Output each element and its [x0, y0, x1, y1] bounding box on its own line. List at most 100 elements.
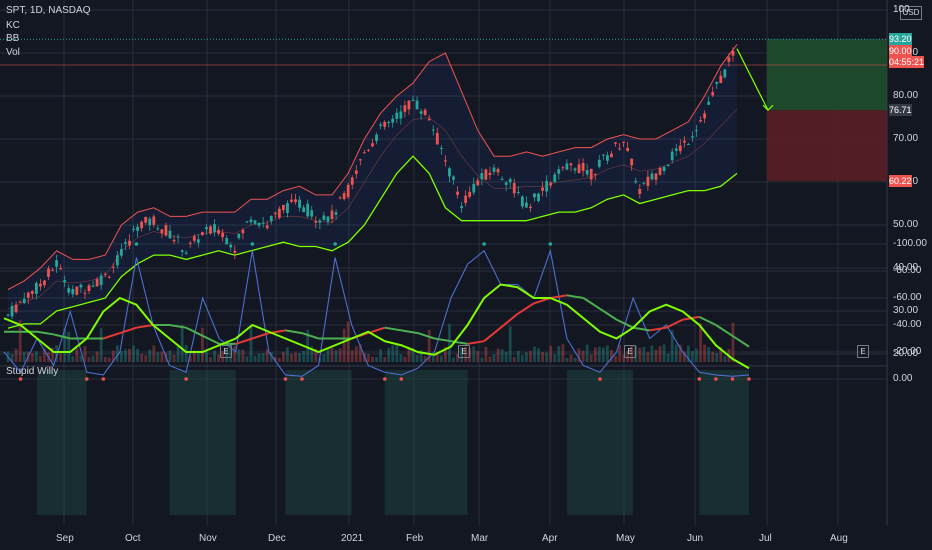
volume-bar — [541, 351, 544, 362]
candle-body — [541, 187, 544, 191]
volume-bar — [273, 356, 277, 362]
osc-zone — [70, 370, 87, 515]
candle-body — [723, 69, 727, 78]
legend-vol[interactable]: Vol — [6, 47, 20, 58]
candle-body — [399, 111, 403, 119]
candle-body — [51, 269, 54, 271]
candle-body — [638, 188, 642, 194]
candle-body — [468, 191, 472, 197]
legend-kc[interactable]: KC — [6, 20, 20, 31]
candle-body — [460, 206, 463, 209]
volume-bar — [79, 355, 83, 362]
candle-body — [342, 193, 346, 200]
candle-body — [464, 195, 468, 203]
earnings-marker[interactable]: E — [624, 345, 636, 358]
candle-body — [269, 215, 273, 222]
overbought-dot — [18, 377, 23, 381]
volume-bar — [217, 354, 220, 362]
volume-bar — [51, 347, 54, 362]
volume-bar — [553, 354, 557, 362]
signal-line — [3, 283, 750, 370]
candle-body — [444, 160, 447, 162]
candle-body — [727, 57, 731, 62]
candle-body — [367, 149, 370, 151]
volume-bar — [403, 356, 407, 362]
volume-bar — [642, 346, 646, 362]
currency-button[interactable]: USD — [900, 6, 922, 20]
volume-bar — [209, 357, 212, 362]
volume-bar — [140, 353, 144, 362]
candle-body — [282, 204, 285, 211]
earnings-marker[interactable]: E — [458, 345, 470, 358]
candle-body — [687, 144, 690, 146]
candle-body — [63, 280, 67, 283]
earnings-marker[interactable]: E — [857, 345, 869, 358]
candle-body — [10, 306, 14, 317]
candle-body — [642, 182, 646, 184]
oscillator-title[interactable]: Stupid Willy — [6, 366, 59, 377]
long-profit-zone — [767, 39, 887, 111]
candle-body — [322, 215, 326, 220]
volume-bar — [549, 345, 553, 362]
candle-body — [277, 208, 281, 218]
candle-body — [407, 100, 411, 110]
candle-body — [496, 168, 500, 173]
candle-body — [439, 147, 443, 149]
candle-body — [34, 282, 38, 294]
stop-loss-zone — [767, 110, 887, 182]
volume-bar — [99, 328, 103, 362]
candle-body — [213, 224, 216, 233]
osc-zone — [186, 370, 203, 515]
volume-bar — [249, 325, 253, 362]
candle-body — [431, 129, 435, 131]
volume-bar — [184, 345, 188, 362]
volume-bar — [391, 345, 395, 362]
volume-bar — [601, 347, 605, 362]
volume-bar — [415, 355, 419, 362]
osc-zone — [583, 370, 600, 515]
candle-body — [363, 152, 366, 154]
volume-bar — [103, 356, 107, 362]
volume-bar — [253, 355, 257, 362]
volume-bar — [691, 351, 694, 362]
trend-line-segment — [550, 294, 568, 299]
volume-bar — [43, 348, 46, 362]
osc-y-tick-label: 0.00 — [893, 373, 913, 384]
volume-bar — [488, 356, 492, 362]
volume-bar — [464, 346, 468, 362]
candle-body — [674, 148, 678, 151]
candle-body — [606, 155, 609, 161]
trend-line-segment — [599, 307, 618, 321]
osc-zone — [600, 370, 617, 515]
volume-bar — [545, 352, 549, 362]
trend-line-segment — [698, 316, 717, 326]
overbought-dot — [84, 377, 89, 381]
volume-bar — [91, 355, 95, 362]
trend-line-segment — [665, 318, 684, 329]
candle-body — [452, 176, 455, 180]
volume-bar — [508, 326, 512, 362]
x-tick-label: Jun — [687, 533, 704, 544]
candle-body — [719, 75, 723, 84]
volume-bar — [10, 354, 14, 362]
volume-bar — [456, 353, 459, 362]
volume-bar — [492, 354, 496, 362]
trend-line-segment — [185, 326, 204, 337]
volume-bar — [172, 354, 176, 362]
volume-bar — [561, 344, 565, 362]
volume-bar — [265, 349, 269, 362]
candle-body — [71, 288, 75, 295]
volume-bar — [334, 349, 338, 362]
osc-zone — [219, 370, 236, 515]
candle-body — [731, 50, 735, 56]
volume-bar — [622, 354, 625, 362]
y-tick-label: 70.00 — [893, 133, 919, 144]
volume-bar — [666, 353, 670, 362]
volume-bar — [342, 328, 346, 362]
candle-body — [148, 218, 152, 226]
x-tick-label: Apr — [542, 533, 558, 544]
volume-bar — [290, 353, 293, 362]
legend-bb[interactable]: BB — [6, 33, 20, 44]
earnings-marker[interactable]: E — [220, 345, 232, 358]
